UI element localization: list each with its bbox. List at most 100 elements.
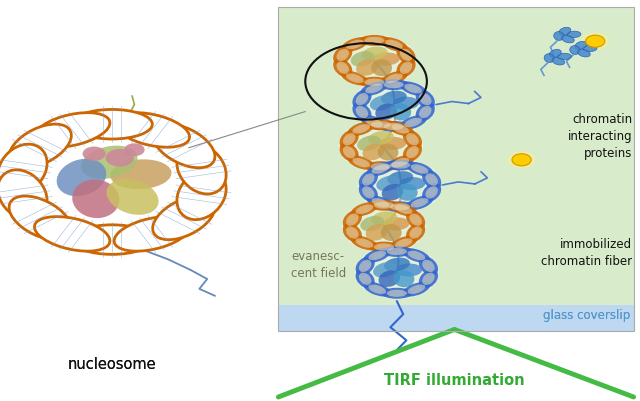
Ellipse shape — [408, 251, 425, 261]
Ellipse shape — [106, 179, 159, 215]
Ellipse shape — [177, 170, 226, 220]
Circle shape — [342, 200, 426, 253]
Ellipse shape — [583, 46, 597, 53]
Ellipse shape — [340, 144, 359, 162]
Ellipse shape — [400, 50, 412, 62]
Ellipse shape — [72, 225, 152, 255]
Ellipse shape — [395, 239, 412, 248]
Circle shape — [512, 154, 531, 166]
Text: glass coverslip: glass coverslip — [543, 308, 630, 321]
Circle shape — [508, 152, 536, 169]
Ellipse shape — [406, 196, 433, 211]
Ellipse shape — [410, 214, 422, 226]
Ellipse shape — [356, 107, 368, 119]
Ellipse shape — [390, 203, 417, 217]
Ellipse shape — [544, 55, 554, 63]
Circle shape — [0, 112, 224, 253]
Ellipse shape — [415, 103, 435, 122]
Ellipse shape — [372, 198, 389, 208]
Ellipse shape — [406, 211, 425, 229]
Text: evanesc-
cent field: evanesc- cent field — [291, 250, 346, 279]
Ellipse shape — [362, 187, 374, 199]
Ellipse shape — [406, 147, 419, 159]
Text: nucleosome: nucleosome — [68, 356, 156, 371]
Ellipse shape — [351, 236, 378, 251]
Ellipse shape — [362, 174, 374, 186]
Ellipse shape — [351, 52, 374, 67]
Ellipse shape — [353, 90, 372, 109]
Ellipse shape — [362, 144, 384, 161]
Ellipse shape — [353, 103, 372, 122]
Ellipse shape — [399, 178, 426, 191]
Ellipse shape — [360, 116, 388, 130]
Ellipse shape — [353, 158, 370, 168]
Ellipse shape — [346, 227, 358, 239]
Ellipse shape — [422, 170, 441, 189]
Ellipse shape — [387, 290, 407, 297]
Ellipse shape — [559, 28, 571, 36]
Ellipse shape — [384, 258, 410, 272]
Text: chromatin
interacting
proteins: chromatin interacting proteins — [568, 113, 632, 160]
Ellipse shape — [567, 32, 581, 38]
Ellipse shape — [387, 248, 407, 255]
Ellipse shape — [356, 60, 378, 77]
Ellipse shape — [381, 91, 407, 105]
Ellipse shape — [370, 96, 394, 111]
Ellipse shape — [110, 160, 172, 190]
Ellipse shape — [422, 260, 435, 272]
Ellipse shape — [357, 136, 381, 152]
Ellipse shape — [403, 130, 422, 149]
Ellipse shape — [374, 202, 394, 209]
Ellipse shape — [365, 120, 396, 131]
Ellipse shape — [364, 249, 391, 263]
Ellipse shape — [365, 225, 387, 241]
Ellipse shape — [422, 184, 441, 203]
Ellipse shape — [397, 184, 417, 201]
Ellipse shape — [392, 125, 409, 134]
Ellipse shape — [341, 72, 369, 86]
Ellipse shape — [351, 203, 378, 217]
Ellipse shape — [359, 184, 378, 203]
Ellipse shape — [549, 50, 561, 58]
Ellipse shape — [403, 249, 430, 263]
Ellipse shape — [371, 164, 391, 171]
Ellipse shape — [378, 80, 409, 91]
Ellipse shape — [369, 251, 386, 261]
Ellipse shape — [356, 94, 368, 106]
Ellipse shape — [365, 162, 396, 173]
Ellipse shape — [411, 165, 428, 174]
Ellipse shape — [390, 162, 410, 169]
Ellipse shape — [362, 47, 388, 61]
Ellipse shape — [375, 104, 397, 121]
Ellipse shape — [378, 122, 409, 133]
Ellipse shape — [394, 271, 414, 288]
Ellipse shape — [369, 285, 386, 294]
Ellipse shape — [372, 165, 389, 174]
Ellipse shape — [426, 174, 438, 186]
Ellipse shape — [360, 217, 384, 232]
Bar — [278, 305, 634, 331]
Ellipse shape — [356, 270, 375, 289]
Ellipse shape — [381, 288, 412, 299]
Text: nucleosome: nucleosome — [68, 356, 156, 371]
Ellipse shape — [406, 134, 419, 146]
Ellipse shape — [406, 224, 425, 243]
Text: immobilized
chromatin fiber: immobilized chromatin fiber — [541, 238, 632, 267]
Ellipse shape — [378, 144, 398, 161]
Ellipse shape — [353, 125, 370, 134]
Ellipse shape — [406, 162, 433, 177]
Ellipse shape — [561, 36, 574, 44]
Ellipse shape — [383, 82, 404, 89]
Ellipse shape — [9, 196, 71, 240]
Ellipse shape — [343, 224, 362, 243]
Ellipse shape — [0, 145, 47, 194]
Ellipse shape — [570, 47, 580, 55]
Circle shape — [358, 160, 442, 213]
Ellipse shape — [387, 122, 414, 137]
Ellipse shape — [381, 184, 403, 201]
Bar — [278, 8, 634, 331]
Circle shape — [355, 247, 438, 299]
Ellipse shape — [404, 85, 422, 94]
Ellipse shape — [343, 211, 362, 229]
Circle shape — [339, 120, 422, 172]
